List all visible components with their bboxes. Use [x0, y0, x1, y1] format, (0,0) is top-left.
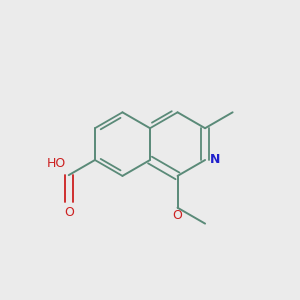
- Text: HO: HO: [46, 157, 66, 170]
- Text: N: N: [210, 153, 220, 166]
- Text: O: O: [64, 206, 74, 219]
- Text: O: O: [172, 209, 182, 223]
